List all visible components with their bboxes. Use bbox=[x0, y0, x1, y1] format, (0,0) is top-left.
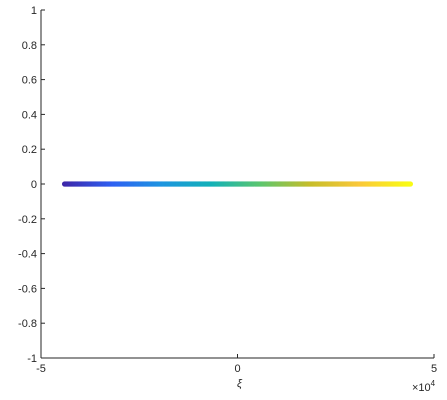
y-tick-label: 0.6 bbox=[22, 75, 37, 87]
data-points bbox=[61, 181, 414, 187]
y-tick-label: 0.2 bbox=[22, 144, 37, 156]
y-tick-label: 0.8 bbox=[22, 40, 37, 52]
data-point bbox=[407, 181, 414, 187]
y-tick-label: -0.4 bbox=[18, 249, 37, 261]
x-exponent-base: ×10 bbox=[412, 382, 431, 394]
x-tick-label: 0 bbox=[234, 363, 240, 375]
x-axis-ticks: -5 0 5 bbox=[36, 354, 437, 375]
x-axis-exponent: ×104 bbox=[412, 379, 436, 394]
x-axis-label: ξ bbox=[237, 378, 243, 390]
x-exponent-power: 4 bbox=[431, 379, 436, 388]
y-tick-label: -1 bbox=[27, 353, 37, 365]
y-tick-label: -0.6 bbox=[18, 283, 37, 295]
y-tick-label: -0.8 bbox=[18, 318, 37, 330]
x-tick-label: -5 bbox=[36, 363, 46, 375]
x-tick-label: 5 bbox=[431, 363, 437, 375]
y-tick-label: 0.4 bbox=[22, 109, 37, 121]
y-tick-label: -0.2 bbox=[18, 214, 37, 226]
y-tick-label: 1 bbox=[31, 5, 37, 17]
y-tick-label: 0 bbox=[31, 179, 37, 191]
y-axis-ticks: -1 -0.8 -0.6 -0.4 -0.2 0 0.2 0.4 0.6 0.8 1 bbox=[18, 5, 45, 365]
